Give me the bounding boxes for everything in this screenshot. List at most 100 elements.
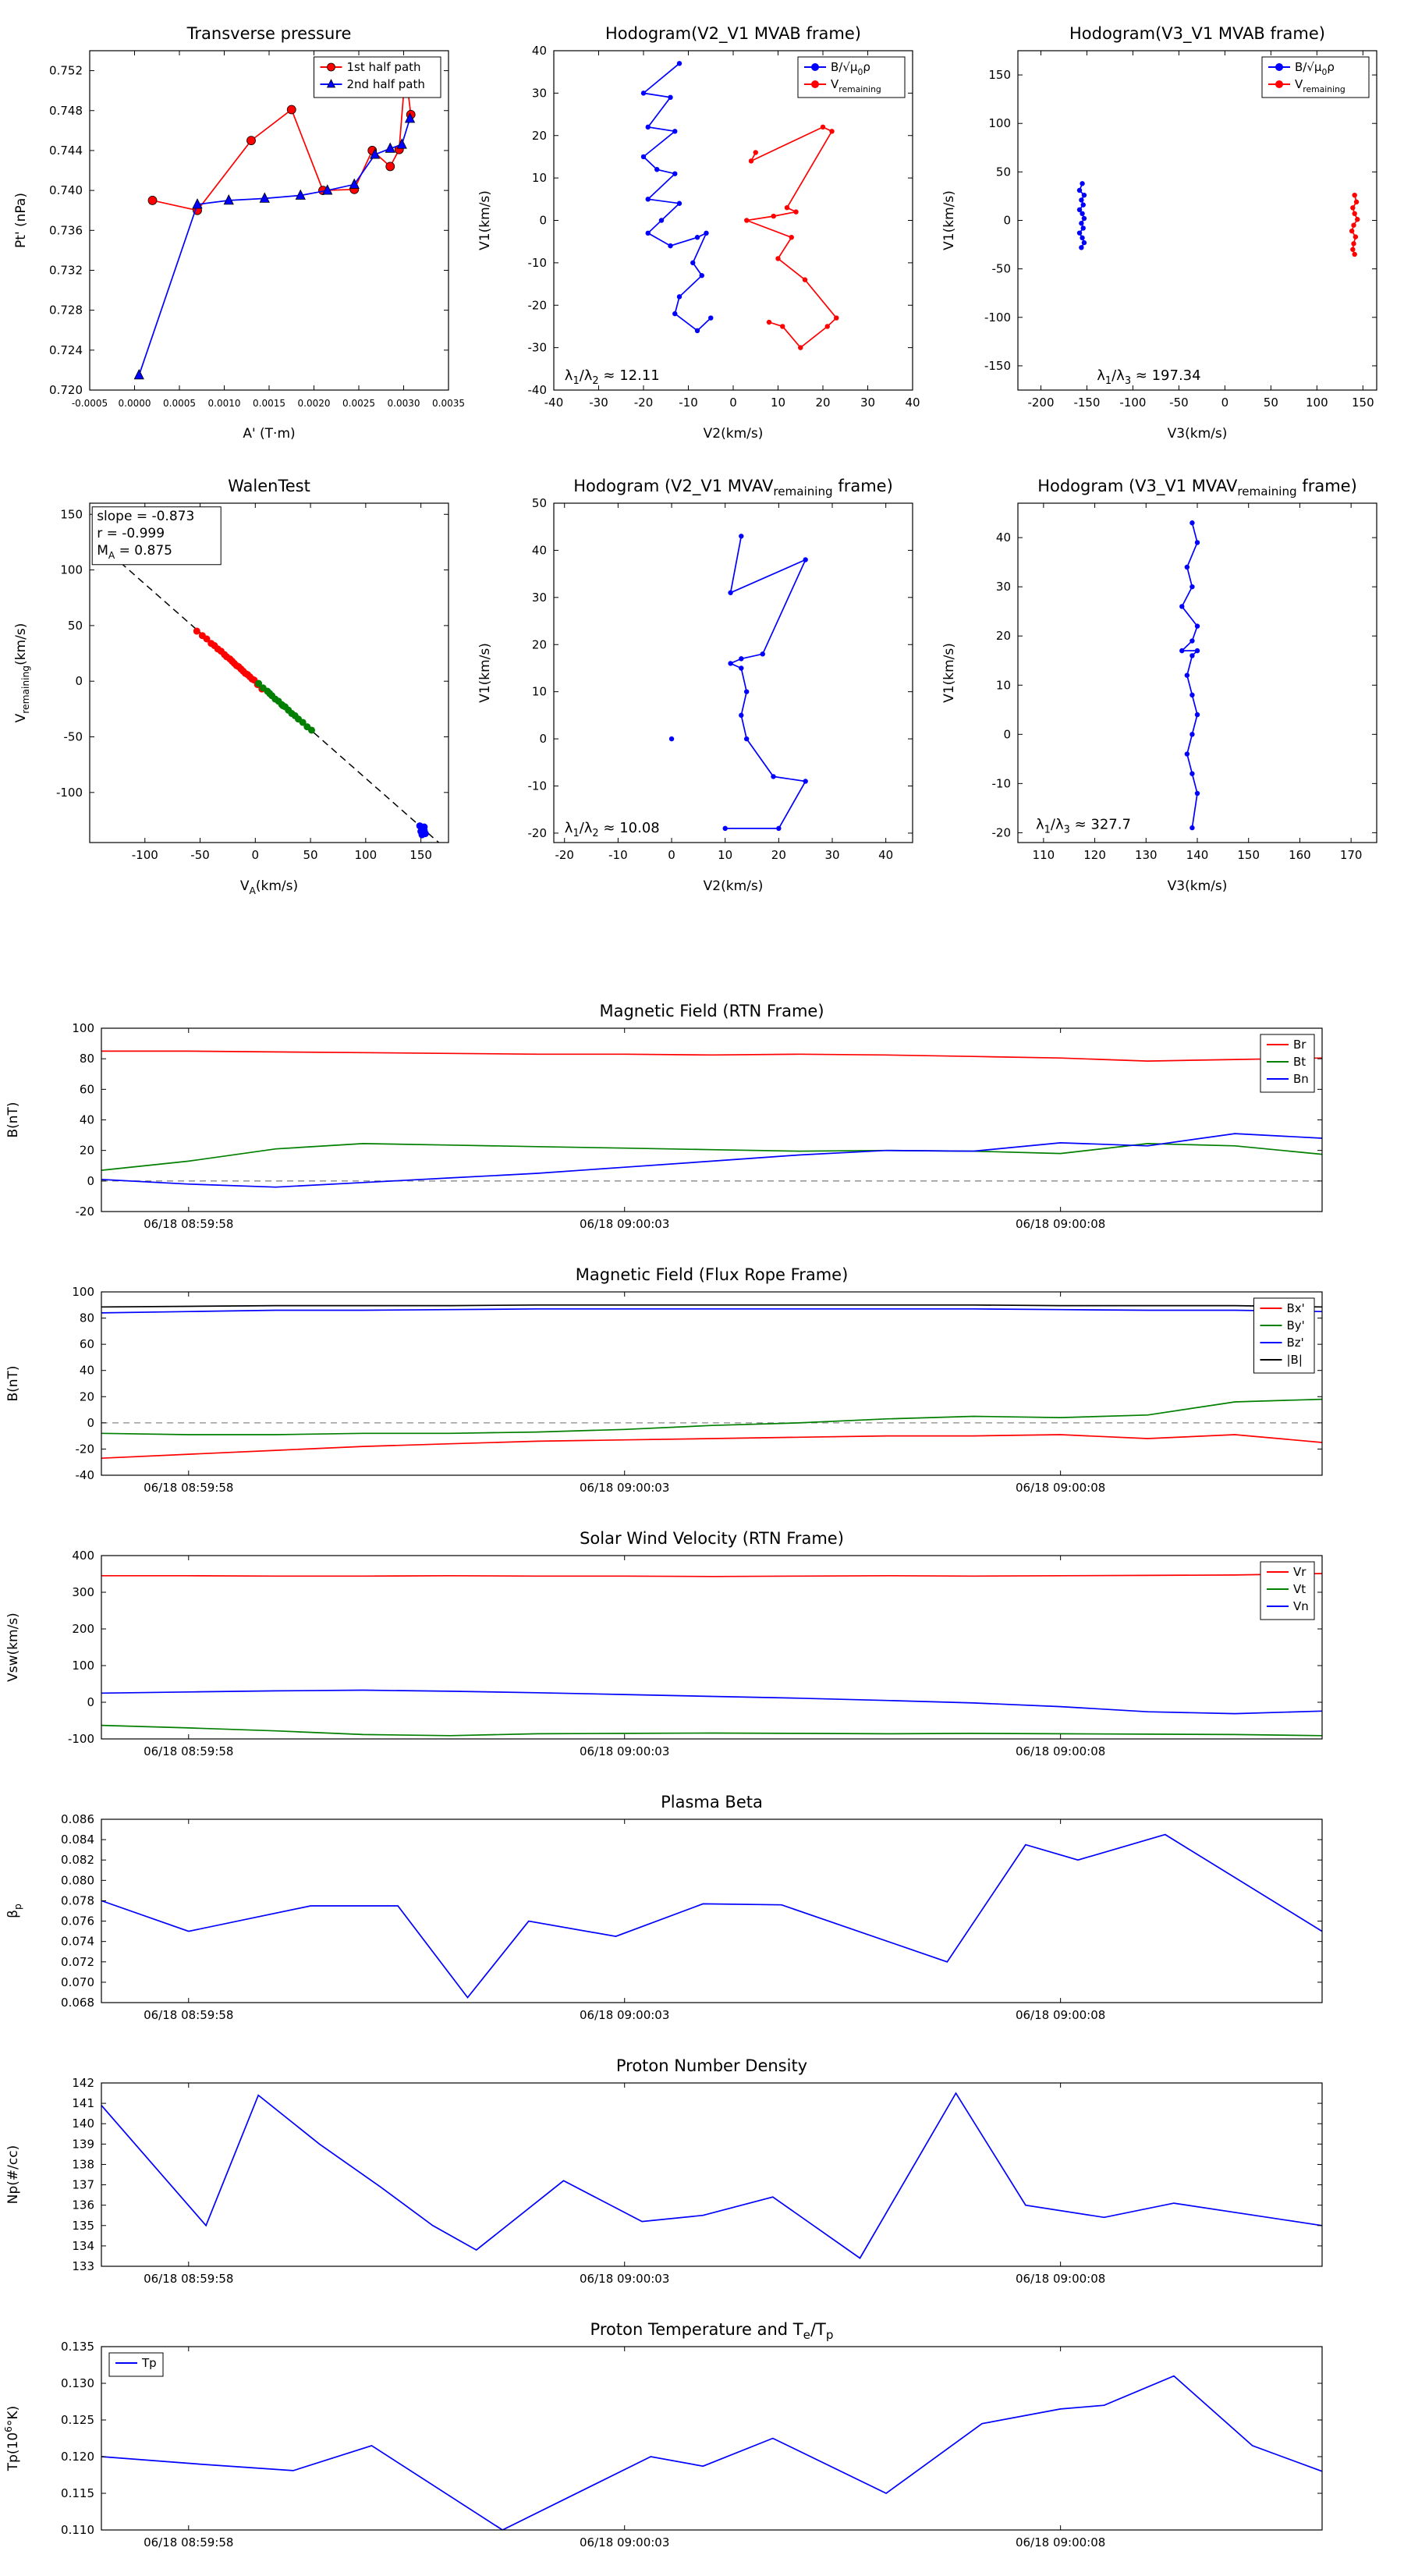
x-tick-label: 06/18 09:00:03 [580, 1744, 669, 1758]
annotation: λ1/λ2 ≈ 12.11 [565, 367, 660, 387]
plot-hodogram-v2v1-mvab: -40 -30 -20 -10 0 10 20 30 40 -40 -30 -20 -10 0 10 20 30… [472, 12, 932, 452]
series-V_{remaining} [743, 126, 838, 349]
proton-number-density-series-group [101, 2092, 1322, 2259]
series-Vn [101, 1689, 1322, 1715]
proton-number-density-svg: 06/18 08:59:58 06/18 09:00:03 06/18 09:00:… [5, 2056, 1323, 2286]
series-Bx' [101, 1434, 1322, 1460]
x-tick-label: 30 [824, 848, 839, 862]
transverse-pressure-svg: -0.0005 0.0000 0.0005 0.0010 0.0015 0.0020 0.0… [13, 24, 465, 442]
chart-title: Plasma Beta [661, 1793, 763, 1811]
y-tick-label: 0.724 [49, 343, 83, 357]
chart-title: Hodogram(V3_V1 MVAB frame) [1069, 24, 1325, 44]
x-tick-label: 0.0030 [388, 398, 420, 409]
x-tick-label: 06/18 09:00:03 [580, 1481, 669, 1495]
x-tick-label: 0.0020 [298, 398, 331, 409]
y-tick-label: 40 [80, 1113, 94, 1127]
x-tick-label: 100 [1306, 396, 1328, 410]
y-tick-label: 135 [72, 2219, 94, 2233]
y-tick-label: -40 [76, 1468, 95, 1482]
x-tick-label: -50 [1169, 396, 1189, 410]
legend-label: Bt [1293, 1055, 1306, 1069]
y-tick-label: 10 [996, 678, 1011, 692]
y-tick-label: 141 [72, 2096, 94, 2110]
y-tick-label: 60 [80, 1337, 94, 1351]
x-tick-label: 40 [878, 848, 893, 862]
x-tick-label: 100 [355, 848, 378, 862]
y-tick-label: 50 [68, 619, 83, 633]
chart-title: Hodogram (V2_V1 MVAVremaining frame) [573, 477, 893, 499]
x-tick-label: 06/18 08:59:58 [144, 2272, 233, 2286]
x-tick-label: 06/18 09:00:08 [1016, 2008, 1105, 2022]
magnetic-field-flux-rope-series-group [101, 1304, 1322, 1460]
y-tick-label: 30 [532, 591, 547, 605]
x-tick-label: -10 [679, 396, 698, 410]
y-tick-label: 20 [532, 129, 547, 143]
x-tick-label: 0.0005 [163, 398, 196, 409]
y-tick-label: 0.110 [61, 2523, 94, 2537]
y-tick-label: 0.752 [49, 64, 83, 78]
x-tick-label: 0.0035 [432, 398, 465, 409]
y-tick-label: 10 [532, 171, 547, 185]
legend-label: Vremaining [831, 77, 881, 94]
legend-label: |B| [1287, 1353, 1303, 1367]
y-tick-label: 0 [539, 214, 547, 228]
legend-label: 1st half path [347, 60, 421, 74]
x-tick-label: 06/18 09:00:03 [580, 2008, 669, 2022]
y-axis-label: Pt' (nPa) [13, 193, 29, 248]
y-tick-label: 138 [72, 2157, 94, 2171]
series-Np [101, 2092, 1322, 2259]
chart-title: Solar Wind Velocity (RTN Frame) [580, 1529, 844, 1548]
legend-label: Bz' [1287, 1336, 1304, 1350]
x-tick-label: -200 [1027, 396, 1054, 410]
panel-plasma-beta: 06/18 08:59:58 06/18 09:00:03 06/18 09:00:… [0, 1782, 1404, 2049]
x-tick-label: 0 [1221, 396, 1229, 410]
y-tick-label: -20 [76, 1205, 95, 1219]
magnetic-field-rtn-series-group [101, 1050, 1322, 1188]
annotation-line: r = -0.999 [97, 526, 165, 541]
x-tick-label: 150 [1237, 848, 1260, 862]
panel-magnetic-field-rtn: 06/18 08:59:58 06/18 09:00:03 06/18 09:00:… [0, 991, 1404, 1258]
x-tick-label: 170 [1340, 848, 1363, 862]
y-tick-label: 0.078 [61, 1893, 94, 1907]
legend-label: Vn [1293, 1599, 1309, 1613]
series-By' [101, 1398, 1322, 1435]
y-tick-label: 0.736 [49, 223, 83, 237]
legend-box [1253, 1297, 1315, 1374]
x-axis-label: A' (T·m) [243, 426, 295, 442]
y-tick-label: 20 [80, 1144, 94, 1158]
legend-label: Tp [141, 2356, 157, 2370]
x-tick-label: -0.0005 [72, 398, 108, 409]
series-fit-line [111, 554, 440, 843]
chart-title: Proton Temperature and Te/Tp [590, 2320, 834, 2342]
y-axis-label: βp [5, 1904, 23, 1918]
y-tick-label: 30 [532, 86, 547, 100]
x-tick-label: 0 [668, 848, 675, 862]
hodogram-v2v1-mvav-svg: -20 -10 0 10 20 30 40 -20 -10 0 10 20 30 40 50 Hodogram… [477, 477, 913, 894]
y-axis-label: B(nT) [5, 1102, 21, 1137]
x-tick-label: -20 [634, 396, 654, 410]
legend-label: Vt [1293, 1582, 1306, 1596]
y-tick-label: 0.744 [49, 144, 83, 158]
y-axis-label: V1(km/s) [477, 190, 493, 250]
x-tick-label: 06/18 09:00:03 [580, 2272, 669, 2286]
magnetic-field-flux-rope-svg: 06/18 08:59:58 06/18 09:00:03 06/18 09:00:… [5, 1265, 1323, 1495]
legend-label: Bn [1293, 1072, 1309, 1086]
y-tick-label: 10 [532, 685, 547, 699]
legend-label: 2nd half path [347, 77, 425, 91]
y-tick-label: 139 [72, 2137, 94, 2151]
y-tick-label: 200 [72, 1622, 94, 1636]
y-tick-label: 0 [87, 1174, 94, 1188]
y-tick-label: 50 [532, 496, 547, 510]
y-tick-label: -20 [528, 298, 548, 312]
y-axis-label: Vremaining(km/s) [13, 623, 31, 723]
y-tick-label: -100 [984, 310, 1011, 325]
axes-frame [101, 2346, 1323, 2531]
y-tick-label: -50 [64, 730, 83, 744]
x-tick-label: 120 [1083, 848, 1106, 862]
plasma-beta-series-group [101, 1833, 1322, 1999]
y-axis-label: Np(#/cc) [5, 2145, 21, 2204]
y-tick-label: 50 [996, 165, 1011, 179]
panel-magnetic-field-flux-rope: 06/18 08:59:58 06/18 09:00:03 06/18 09:00:… [0, 1254, 1404, 1521]
x-axis-label: V2(km/s) [704, 878, 764, 894]
